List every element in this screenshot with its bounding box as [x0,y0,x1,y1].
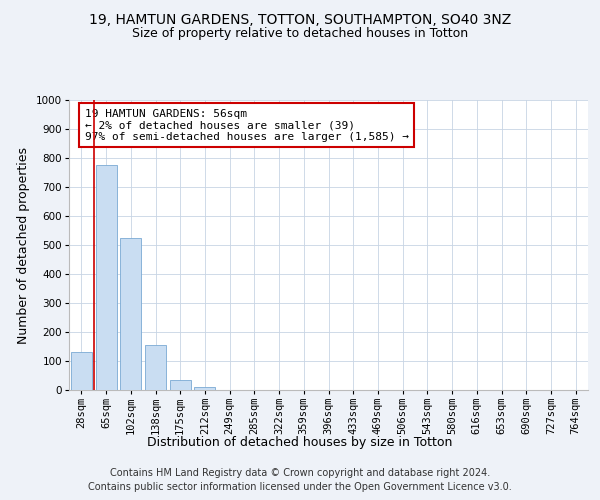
Bar [120,238,141,390]
Text: Distribution of detached houses by size in Totton: Distribution of detached houses by size … [148,436,452,449]
Bar [95,166,116,390]
Bar [170,380,191,390]
Bar [194,387,215,390]
Text: 19 HAMTUN GARDENS: 56sqm
← 2% of detached houses are smaller (39)
97% of semi-de: 19 HAMTUN GARDENS: 56sqm ← 2% of detache… [85,108,409,142]
Y-axis label: Number of detached properties: Number of detached properties [17,146,31,344]
Bar [71,352,92,390]
Text: Size of property relative to detached houses in Totton: Size of property relative to detached ho… [132,28,468,40]
Bar [145,345,166,390]
Text: Contains HM Land Registry data © Crown copyright and database right 2024.: Contains HM Land Registry data © Crown c… [110,468,490,477]
Text: 19, HAMTUN GARDENS, TOTTON, SOUTHAMPTON, SO40 3NZ: 19, HAMTUN GARDENS, TOTTON, SOUTHAMPTON,… [89,12,511,26]
Text: Contains public sector information licensed under the Open Government Licence v3: Contains public sector information licen… [88,482,512,492]
